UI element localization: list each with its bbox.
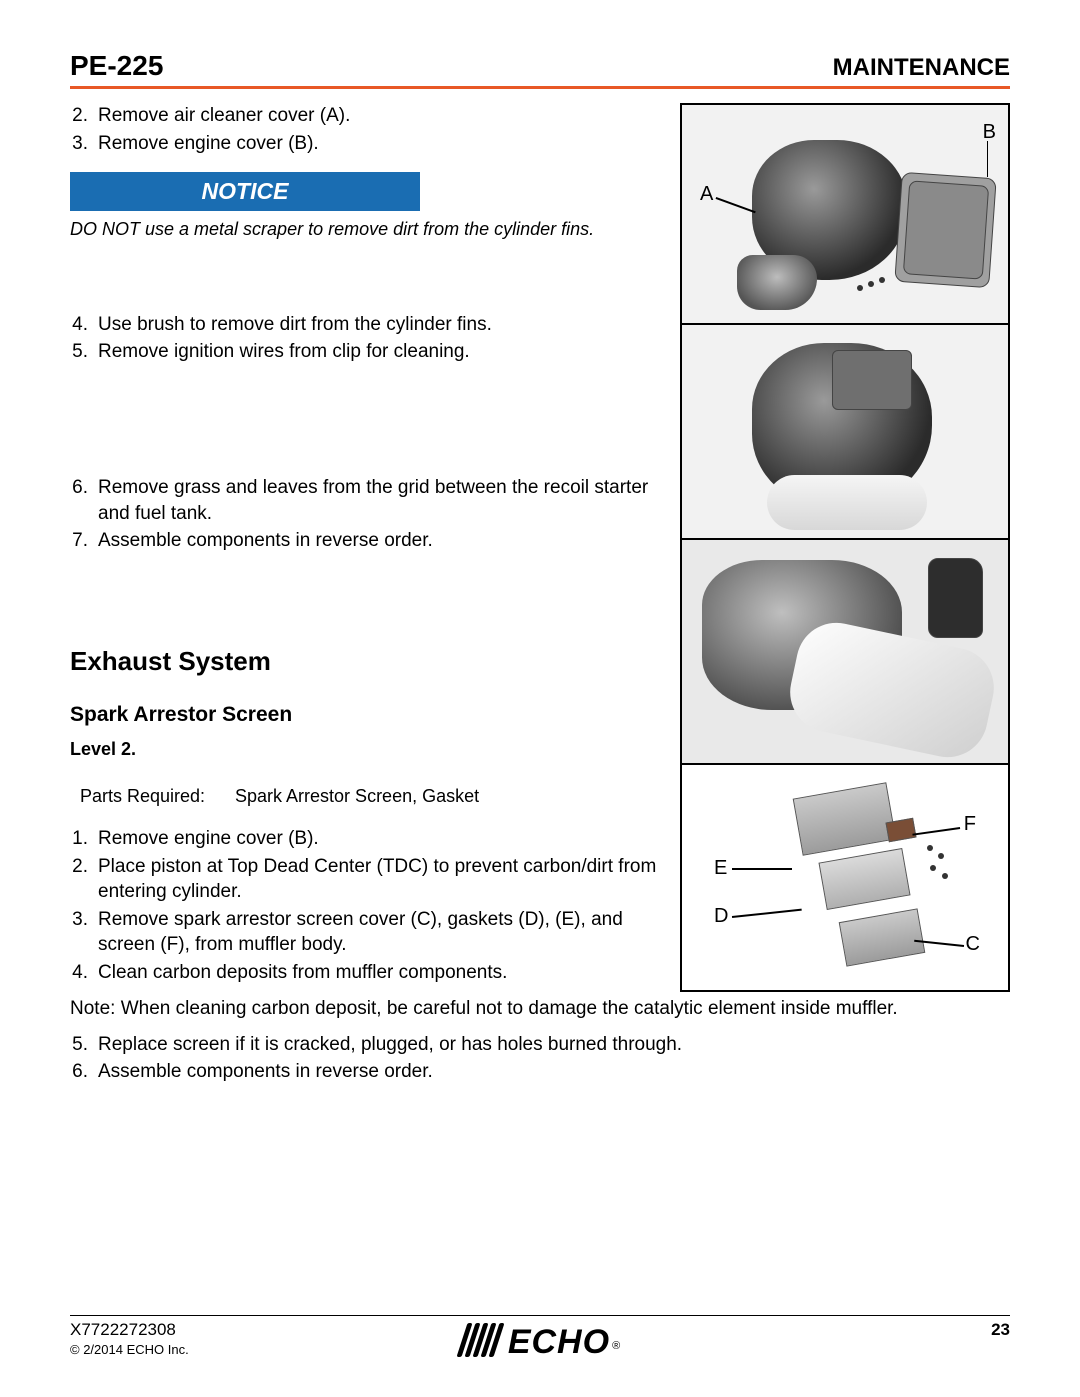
heading-level: Level 2. xyxy=(70,737,662,761)
step-number: 6. xyxy=(70,475,98,526)
step-number: 4. xyxy=(70,312,98,338)
step-number: 3. xyxy=(70,907,98,958)
step-number: 5. xyxy=(70,339,98,365)
figure-4: F E D C xyxy=(682,765,1008,990)
notice-text: DO NOT use a metal scraper to remove dir… xyxy=(70,217,662,241)
heading-spark-arrestor: Spark Arrestor Screen xyxy=(70,701,662,729)
step-text: Assemble components in reverse order. xyxy=(98,528,662,554)
parts-required-label: Parts Required: xyxy=(80,784,230,808)
step-number: 6. xyxy=(70,1059,98,1085)
step-text: Place piston at Top Dead Center (TDC) to… xyxy=(98,854,662,905)
step-number: 5. xyxy=(70,1032,98,1058)
step-number: 4. xyxy=(70,960,98,986)
step-text: Remove engine cover (B). xyxy=(98,131,662,157)
steps-group-5: 5.Replace screen if it is cracked, plugg… xyxy=(70,1032,1010,1085)
heading-exhaust-system: Exhaust System xyxy=(70,644,662,679)
notice-banner: NOTICE xyxy=(70,172,420,211)
step-number: 3. xyxy=(70,131,98,157)
figure-1: A B xyxy=(682,105,1008,325)
parts-required-value: Spark Arrestor Screen, Gasket xyxy=(235,786,479,806)
step-text: Remove spark arrestor screen cover (C), … xyxy=(98,907,662,958)
steps-group-3: 6.Remove grass and leaves from the grid … xyxy=(70,475,662,554)
parts-required: Parts Required: Spark Arrestor Screen, G… xyxy=(70,784,662,808)
callout-e: E xyxy=(714,857,727,880)
brand-logo: ECHO ® xyxy=(430,1321,650,1363)
figure-2 xyxy=(682,325,1008,540)
step-text: Remove grass and leaves from the grid be… xyxy=(98,475,662,526)
registered-mark: ® xyxy=(612,1340,620,1352)
callout-c: C xyxy=(966,933,980,956)
note-line: Note: When cleaning carbon deposit, be c… xyxy=(70,996,1010,1022)
step-text: Remove ignition wires from clip for clea… xyxy=(98,339,662,365)
steps-group-1: 2.Remove air cleaner cover (A). 3.Remove… xyxy=(70,103,662,156)
step-text: Clean carbon deposits from muffler compo… xyxy=(98,960,662,986)
step-number: 2. xyxy=(70,854,98,905)
step-number: 2. xyxy=(70,103,98,129)
step-text: Use brush to remove dirt from the cylind… xyxy=(98,312,662,338)
step-text: Replace screen if it is cracked, plugged… xyxy=(98,1032,1010,1058)
logo-stripes-icon xyxy=(462,1323,502,1362)
page-header: PE-225 MAINTENANCE xyxy=(70,50,1010,89)
step-text: Remove engine cover (B). xyxy=(98,826,662,852)
callout-a: A xyxy=(700,183,713,206)
step-text: Remove air cleaner cover (A). xyxy=(98,103,662,129)
model-number: PE-225 xyxy=(70,50,163,82)
footer-page-number: 23 xyxy=(991,1320,1010,1340)
steps-group-4: 1.Remove engine cover (B). 2.Place pisto… xyxy=(70,826,662,986)
section-title: MAINTENANCE xyxy=(833,54,1010,82)
callout-d: D xyxy=(714,905,728,928)
step-text: Assemble components in reverse order. xyxy=(98,1059,1010,1085)
steps-group-2: 4.Use brush to remove dirt from the cyli… xyxy=(70,312,662,365)
callout-b: B xyxy=(983,121,996,144)
step-number: 1. xyxy=(70,826,98,852)
footer-docnum: X7722272308 xyxy=(70,1320,176,1340)
step-number: 7. xyxy=(70,528,98,554)
callout-f: F xyxy=(964,813,976,836)
logo-text: ECHO xyxy=(508,1323,610,1362)
figure-3 xyxy=(682,540,1008,765)
figure-column: A B xyxy=(680,103,1010,992)
